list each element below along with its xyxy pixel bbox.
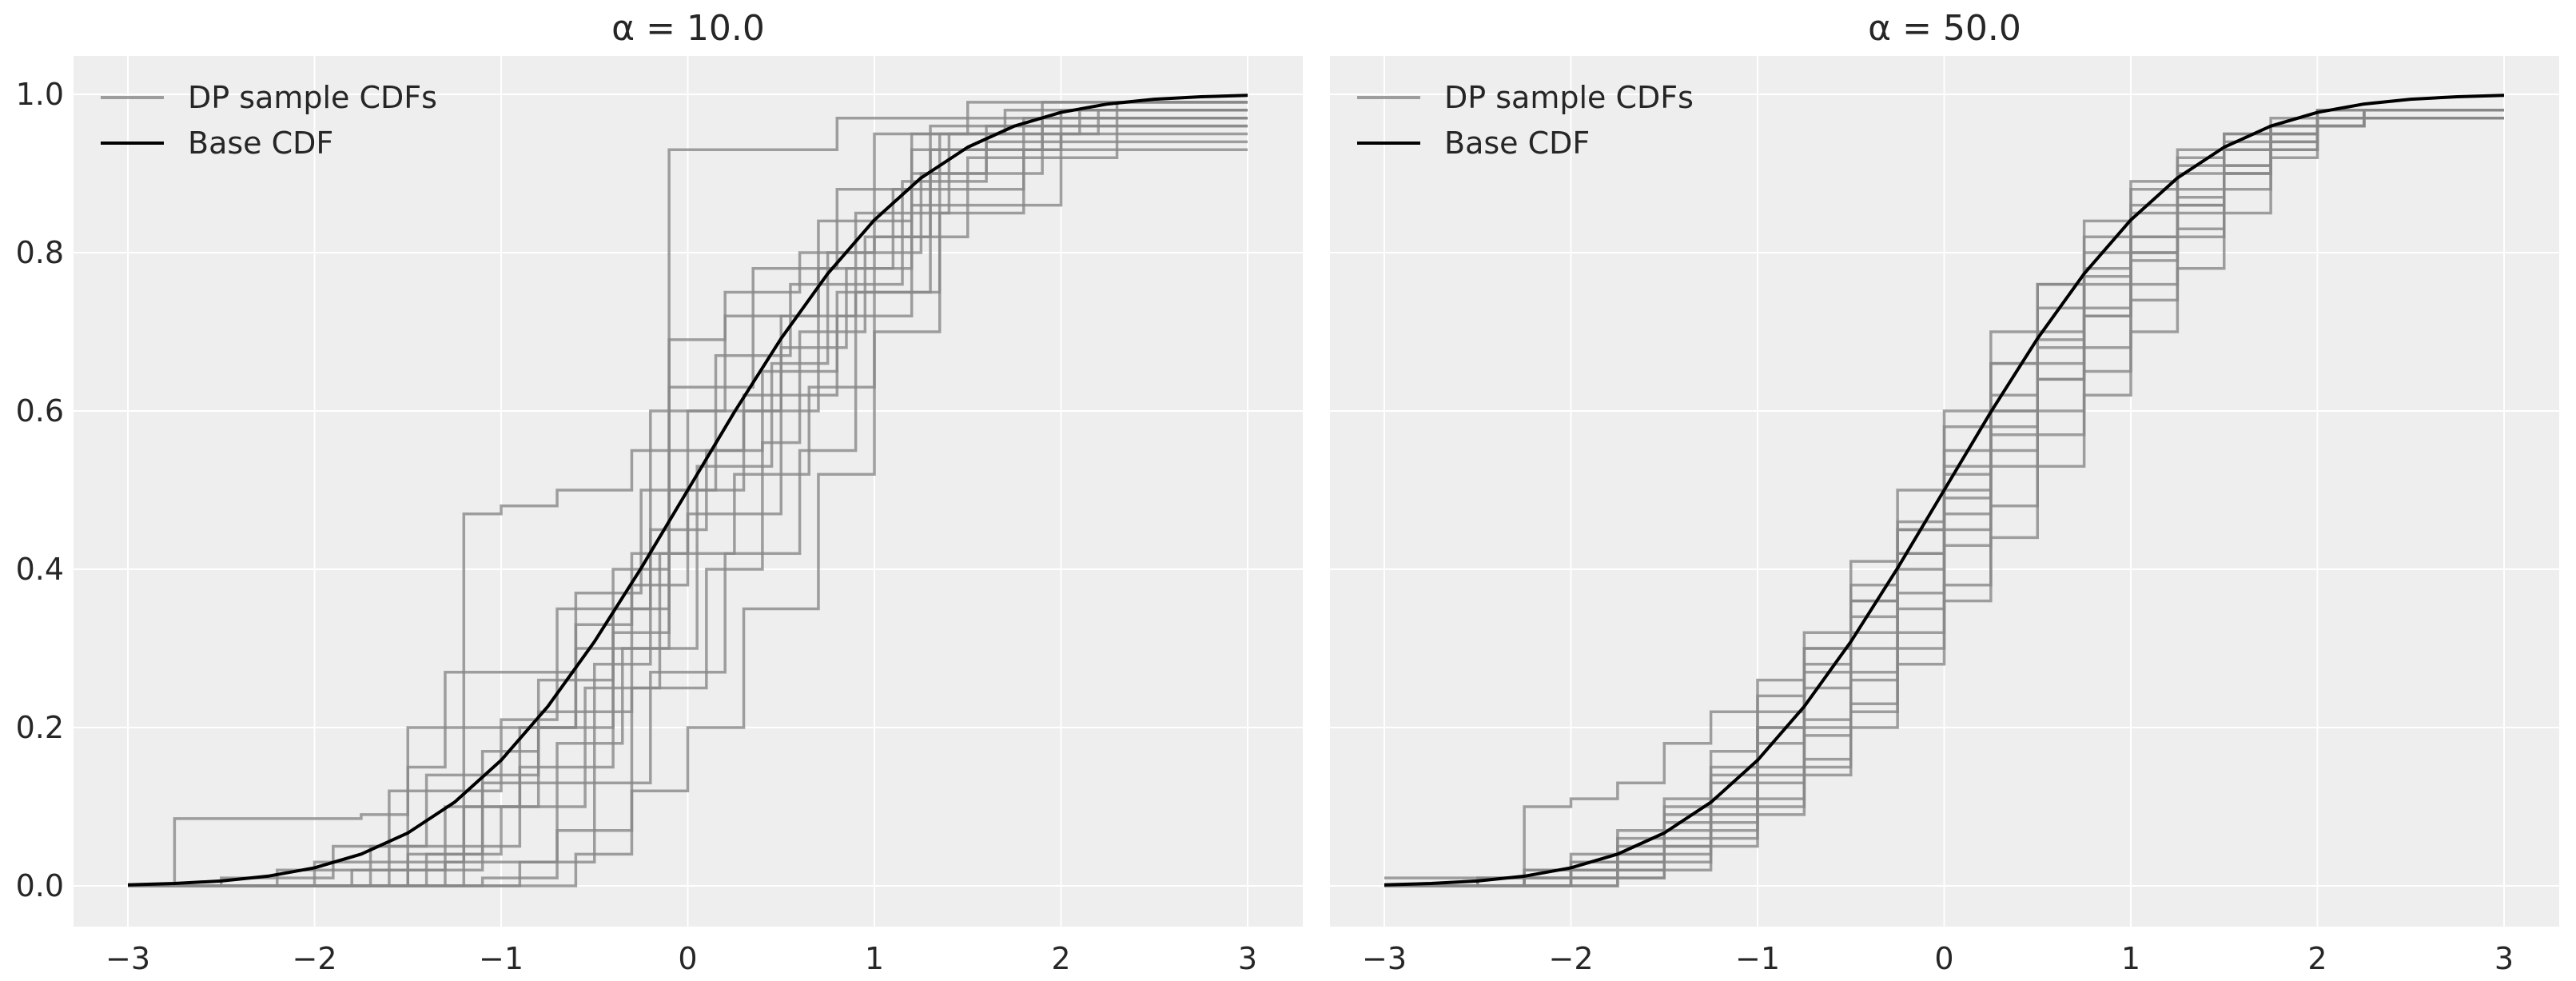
legend-label-base: Base CDF xyxy=(188,126,333,161)
x-tick-label: −1 xyxy=(1735,941,1780,976)
subplot-1: −3 −2 −1 0 1 2 3 0.0 0.2 0.4 0.6 0.8 1.0 α = 10.0 DP s… xyxy=(16,8,1303,976)
y-tick-label: 1.0 xyxy=(16,77,64,112)
legend-label-samples: DP sample CDFs xyxy=(1444,80,1694,115)
x-tick-label: 3 xyxy=(1238,941,1257,976)
subplot-2: −3 −2 −1 0 1 2 3 α = 50.0 DP sample CDFs Base CDF xyxy=(1330,8,2559,976)
y-tick-label: 0.2 xyxy=(16,710,64,745)
x-tick-label: −2 xyxy=(1548,941,1593,976)
y-tick-label: 0.6 xyxy=(16,393,64,429)
dp-sample-cdf-line xyxy=(128,148,1248,887)
dp-sample-cdf-line xyxy=(128,101,1248,887)
x-tick-label: 1 xyxy=(865,941,884,976)
base-cdf-line xyxy=(1384,94,2505,887)
legend-label-base: Base CDF xyxy=(1444,126,1590,161)
base-cdf-line xyxy=(127,94,1248,887)
subplot-title: α = 50.0 xyxy=(1868,8,2021,49)
x-tick-label: −3 xyxy=(1362,941,1407,976)
legend-label-samples: DP sample CDFs xyxy=(188,80,437,115)
legend: DP sample CDFs Base CDF xyxy=(101,80,437,161)
subplot-title: α = 10.0 xyxy=(611,8,765,49)
x-tick-label: 2 xyxy=(1051,941,1070,976)
dp-sample-cdf-line xyxy=(128,116,1248,887)
x-tick-label: 2 xyxy=(2307,941,2327,976)
x-tick-label: 1 xyxy=(2121,941,2140,976)
dp-sample-cdf-line xyxy=(128,101,1248,887)
x-tick-label: −3 xyxy=(106,941,150,976)
y-tick-label: 0.0 xyxy=(16,868,64,903)
y-tick-label: 0.4 xyxy=(16,552,64,587)
x-tick-label: 0 xyxy=(678,941,697,976)
dp-sample-cdf-line xyxy=(1384,116,2504,887)
x-tick-label: −1 xyxy=(479,941,524,976)
y-tick-label: 0.8 xyxy=(16,235,64,270)
x-tick-label: −2 xyxy=(292,941,336,976)
x-tick-label: 3 xyxy=(2494,941,2514,976)
legend: DP sample CDFs Base CDF xyxy=(1357,80,1694,161)
x-tick-label: 0 xyxy=(1934,941,1953,976)
